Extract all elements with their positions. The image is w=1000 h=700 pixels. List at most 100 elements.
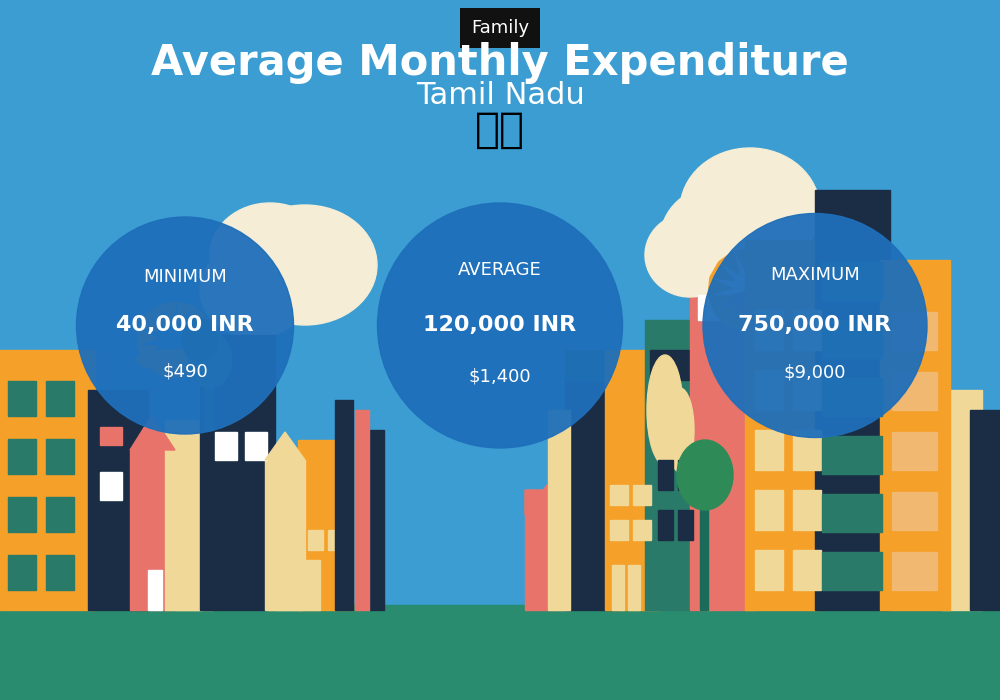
Text: 750,000 INR: 750,000 INR xyxy=(738,316,892,335)
Polygon shape xyxy=(147,305,165,326)
Polygon shape xyxy=(137,345,158,360)
Polygon shape xyxy=(184,356,200,376)
Ellipse shape xyxy=(660,185,780,295)
Bar xyxy=(793,310,821,350)
Bar xyxy=(755,310,783,350)
Bar xyxy=(46,555,74,590)
Polygon shape xyxy=(525,485,570,515)
Ellipse shape xyxy=(137,350,213,370)
Polygon shape xyxy=(768,288,792,306)
Bar xyxy=(46,497,74,532)
Bar xyxy=(130,450,175,610)
Bar xyxy=(46,439,74,474)
Bar xyxy=(165,420,213,610)
Polygon shape xyxy=(139,314,159,331)
Text: AVERAGE: AVERAGE xyxy=(458,261,542,279)
Bar xyxy=(892,312,937,350)
Ellipse shape xyxy=(647,355,683,465)
Bar xyxy=(892,432,937,470)
Ellipse shape xyxy=(666,388,694,472)
Circle shape xyxy=(703,214,927,438)
Bar xyxy=(793,430,821,470)
Ellipse shape xyxy=(210,203,330,307)
Polygon shape xyxy=(728,307,744,332)
Polygon shape xyxy=(265,432,305,460)
Polygon shape xyxy=(752,248,769,272)
Ellipse shape xyxy=(680,148,820,272)
Polygon shape xyxy=(170,358,186,378)
Ellipse shape xyxy=(200,242,310,338)
Bar xyxy=(822,436,882,474)
Bar xyxy=(822,494,882,532)
Bar xyxy=(335,400,353,610)
Bar xyxy=(755,490,783,530)
Bar xyxy=(755,550,783,590)
Text: $490: $490 xyxy=(162,362,208,380)
Bar xyxy=(525,490,570,610)
Text: MAXIMUM: MAXIMUM xyxy=(770,266,860,284)
Ellipse shape xyxy=(188,332,232,388)
Circle shape xyxy=(378,203,622,448)
Bar xyxy=(308,530,323,550)
Bar xyxy=(100,427,122,445)
Bar xyxy=(8,497,36,532)
Bar xyxy=(678,460,693,490)
Text: 120,000 INR: 120,000 INR xyxy=(423,316,577,335)
Bar xyxy=(755,370,783,410)
Bar xyxy=(175,535,203,610)
Text: Family: Family xyxy=(471,19,529,37)
Polygon shape xyxy=(719,251,740,275)
Text: $1,400: $1,400 xyxy=(469,368,531,386)
Polygon shape xyxy=(766,265,791,282)
Polygon shape xyxy=(143,353,162,372)
Bar xyxy=(970,410,1000,610)
Bar xyxy=(265,460,305,610)
Bar xyxy=(892,372,937,410)
Polygon shape xyxy=(734,248,751,272)
Polygon shape xyxy=(155,357,170,377)
Bar xyxy=(822,320,882,358)
Bar xyxy=(822,378,882,416)
Bar xyxy=(793,490,821,530)
Polygon shape xyxy=(768,281,791,299)
Ellipse shape xyxy=(137,350,213,370)
Bar xyxy=(793,370,821,410)
Bar xyxy=(8,381,36,416)
Bar xyxy=(658,460,673,490)
Polygon shape xyxy=(708,296,733,312)
Bar xyxy=(645,320,700,610)
Text: Average Monthly Expenditure: Average Monthly Expenditure xyxy=(151,42,849,84)
Ellipse shape xyxy=(677,440,733,510)
Polygon shape xyxy=(765,300,789,321)
Bar xyxy=(565,370,620,610)
Bar xyxy=(200,335,275,365)
Bar xyxy=(328,530,343,550)
Bar xyxy=(100,472,122,500)
Bar xyxy=(200,360,275,610)
Bar xyxy=(298,440,353,610)
Bar xyxy=(690,290,755,610)
Bar xyxy=(215,432,237,460)
Bar xyxy=(370,430,384,610)
Polygon shape xyxy=(177,302,192,323)
Bar xyxy=(355,410,369,610)
Polygon shape xyxy=(191,317,212,332)
Bar xyxy=(678,510,693,540)
Polygon shape xyxy=(187,307,205,326)
Text: $9,000: $9,000 xyxy=(784,363,846,382)
Polygon shape xyxy=(193,339,213,354)
Bar xyxy=(658,510,673,540)
Polygon shape xyxy=(130,415,175,450)
Polygon shape xyxy=(759,306,778,330)
Bar xyxy=(148,570,162,610)
Bar xyxy=(698,295,718,320)
Bar xyxy=(892,492,937,530)
Polygon shape xyxy=(190,350,210,368)
Bar xyxy=(8,439,36,474)
Bar xyxy=(942,390,982,610)
Ellipse shape xyxy=(137,350,213,370)
Bar xyxy=(700,480,708,610)
Bar xyxy=(0,350,95,610)
Ellipse shape xyxy=(645,213,735,297)
Polygon shape xyxy=(193,332,212,348)
